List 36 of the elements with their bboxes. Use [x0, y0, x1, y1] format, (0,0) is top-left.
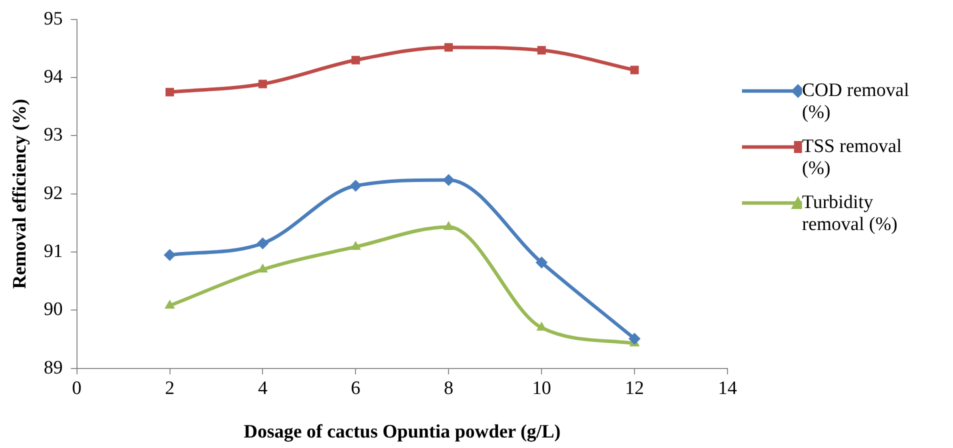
y-tick-label: 94	[44, 66, 64, 88]
legend-label: Turbidity removal (%)	[802, 192, 898, 236]
y-tick-label: 90	[44, 299, 63, 320]
x-tick-label: 0	[72, 378, 82, 399]
legend-label: TSS removal (%)	[802, 136, 903, 180]
y-tick-label: 91	[44, 241, 63, 262]
point	[536, 256, 548, 269]
x-tick-label: 10	[532, 378, 552, 399]
x-tick-label: 8	[444, 378, 454, 399]
point	[164, 300, 175, 309]
point	[258, 264, 268, 273]
point	[443, 221, 454, 230]
point	[630, 66, 639, 74]
x-tick-label: 12	[625, 378, 644, 399]
y-tick-label: 93	[44, 124, 63, 146]
y-tick-label: 89	[44, 357, 63, 378]
point	[442, 174, 455, 186]
point	[164, 248, 176, 261]
point	[350, 240, 361, 250]
x-tick-label: 2	[165, 378, 175, 399]
point	[351, 56, 360, 64]
x-tick-label: 4	[258, 378, 268, 399]
y-tick-label: 92	[44, 182, 63, 204]
point	[256, 237, 269, 250]
point	[166, 88, 174, 96]
x-axis-title: Dosage of cactus Opuntia powder (g/L)	[244, 422, 561, 443]
legend-label: COD removal (%)	[802, 80, 910, 124]
point	[258, 80, 267, 88]
point	[350, 180, 362, 192]
point	[537, 46, 546, 54]
x-tick-label: 14	[718, 378, 738, 399]
point	[628, 332, 641, 345]
y-axis-title: Removal efficiency (%)	[9, 98, 30, 289]
point	[444, 43, 453, 52]
x-tick-label: 6	[350, 378, 360, 399]
y-tick-label: 95	[44, 8, 63, 30]
